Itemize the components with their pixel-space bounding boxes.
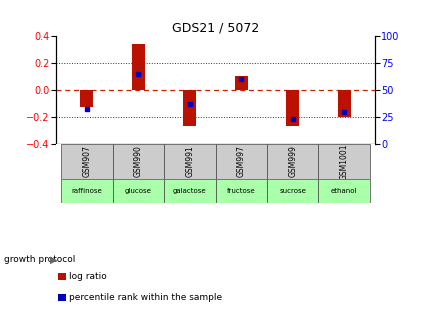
Text: GSM997: GSM997 (236, 146, 245, 178)
Bar (183, 90, 196, 126)
Text: galactose: galactose (172, 188, 206, 194)
Bar (234, 77, 247, 90)
Bar (337, 90, 350, 117)
Text: GSM991: GSM991 (185, 146, 194, 178)
Bar (61, 144, 112, 179)
Bar (61, 179, 112, 203)
Bar (266, 179, 318, 203)
Text: GSM907: GSM907 (82, 146, 91, 178)
Bar (215, 179, 266, 203)
Text: glucose: glucose (125, 188, 151, 194)
Text: raffinose: raffinose (71, 188, 102, 194)
Text: sucrose: sucrose (279, 188, 305, 194)
Bar (215, 144, 266, 179)
Bar (132, 44, 144, 90)
Bar (80, 90, 93, 108)
Bar (318, 144, 369, 179)
Bar (112, 179, 164, 203)
Text: GSM1001: GSM1001 (339, 143, 348, 180)
Bar (164, 179, 215, 203)
Text: GSM990: GSM990 (134, 146, 142, 178)
Bar (164, 144, 215, 179)
Text: log ratio: log ratio (69, 272, 107, 281)
Title: GDS21 / 5072: GDS21 / 5072 (172, 22, 258, 35)
Text: ▶: ▶ (50, 255, 58, 265)
Bar (318, 179, 369, 203)
Text: fructose: fructose (226, 188, 255, 194)
Text: percentile rank within the sample: percentile rank within the sample (69, 293, 221, 302)
Text: growth protocol: growth protocol (4, 255, 76, 265)
Bar (112, 144, 164, 179)
Bar (286, 90, 298, 126)
Text: ethanol: ethanol (330, 188, 356, 194)
Text: GSM999: GSM999 (288, 146, 296, 178)
Bar (266, 144, 318, 179)
